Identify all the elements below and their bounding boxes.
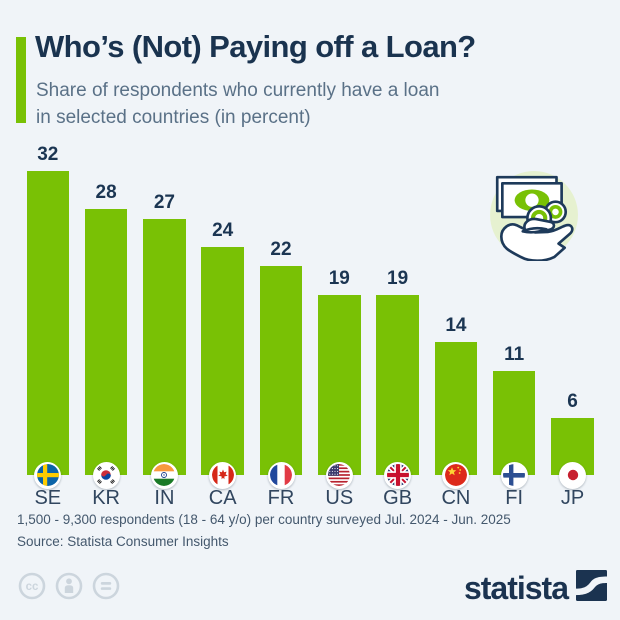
chart-subtitle: Share of respondents who currently have …	[36, 77, 516, 131]
value-label-CN: 14	[445, 315, 467, 336]
bar-IN	[143, 218, 186, 475]
statista-swoosh-icon	[576, 570, 607, 601]
country-label-GB: GB	[383, 487, 413, 509]
svg-text:cc: cc	[26, 581, 39, 593]
bar-CA	[201, 247, 244, 475]
value-label-KR: 28	[95, 182, 117, 203]
country-label-CA: CA	[208, 487, 237, 509]
value-label-CA: 24	[212, 220, 234, 241]
bar-KR	[84, 209, 128, 475]
creative-commons-icon[interactable]: cc	[18, 572, 46, 600]
subtitle-line-1: Share of respondents who currently have …	[36, 80, 440, 101]
sweden-flag-icon	[34, 461, 62, 489]
no-derivatives-equals-icon[interactable]	[92, 572, 120, 600]
survey-note: 1,500 - 9,300 respondents (18 - 64 y/o) …	[17, 512, 511, 527]
page-title: Who’s (Not) Paying off a Loan?	[35, 29, 476, 64]
license-badges: cc	[18, 572, 120, 600]
value-label-SE: 32	[37, 144, 59, 165]
value-label-US: 19	[328, 267, 350, 289]
value-label-FR: 22	[270, 239, 292, 260]
india-flag-icon	[150, 461, 178, 489]
country-label-CN: CN	[441, 487, 471, 509]
statista-logo[interactable]: statista	[463, 570, 607, 606]
statista-logo-text: statista	[463, 570, 569, 606]
china-flag-icon	[442, 461, 470, 489]
money-in-hand-icon	[490, 171, 578, 261]
bar-US	[318, 294, 361, 475]
country-label-US: US	[325, 487, 354, 509]
country-label-JP: JP	[560, 487, 585, 509]
united-kingdom-flag-icon	[384, 461, 412, 489]
bar-FI	[492, 370, 536, 475]
value-label-JP: 6	[567, 391, 578, 412]
country-label-FI: FI	[505, 487, 524, 509]
canada-flag-icon	[209, 461, 237, 489]
finland-flag-icon	[500, 461, 528, 489]
bar-SE	[26, 171, 70, 475]
bar-FR	[259, 266, 303, 475]
country-label-FR: FR	[267, 487, 295, 509]
country-label-SE: SE	[34, 487, 62, 509]
france-flag-icon	[267, 461, 295, 489]
value-label-GB: 19	[387, 267, 409, 289]
title-accent-bar	[16, 37, 26, 123]
attribution-person-icon[interactable]	[55, 572, 83, 600]
subtitle-line-2: in selected countries (in percent)	[36, 107, 311, 128]
united-states-flag-icon	[325, 461, 353, 489]
value-label-FI: 11	[504, 343, 525, 365]
country-label-KR: KR	[92, 487, 120, 509]
japan-flag-icon	[559, 461, 586, 489]
source-line: Source: Statista Consumer Insights	[17, 534, 229, 549]
bar-CN	[434, 342, 478, 475]
bar-GB	[376, 294, 419, 475]
value-label-IN: 27	[153, 191, 175, 213]
south-korea-flag-icon	[92, 461, 120, 489]
country-label-IN: IN	[154, 487, 175, 509]
